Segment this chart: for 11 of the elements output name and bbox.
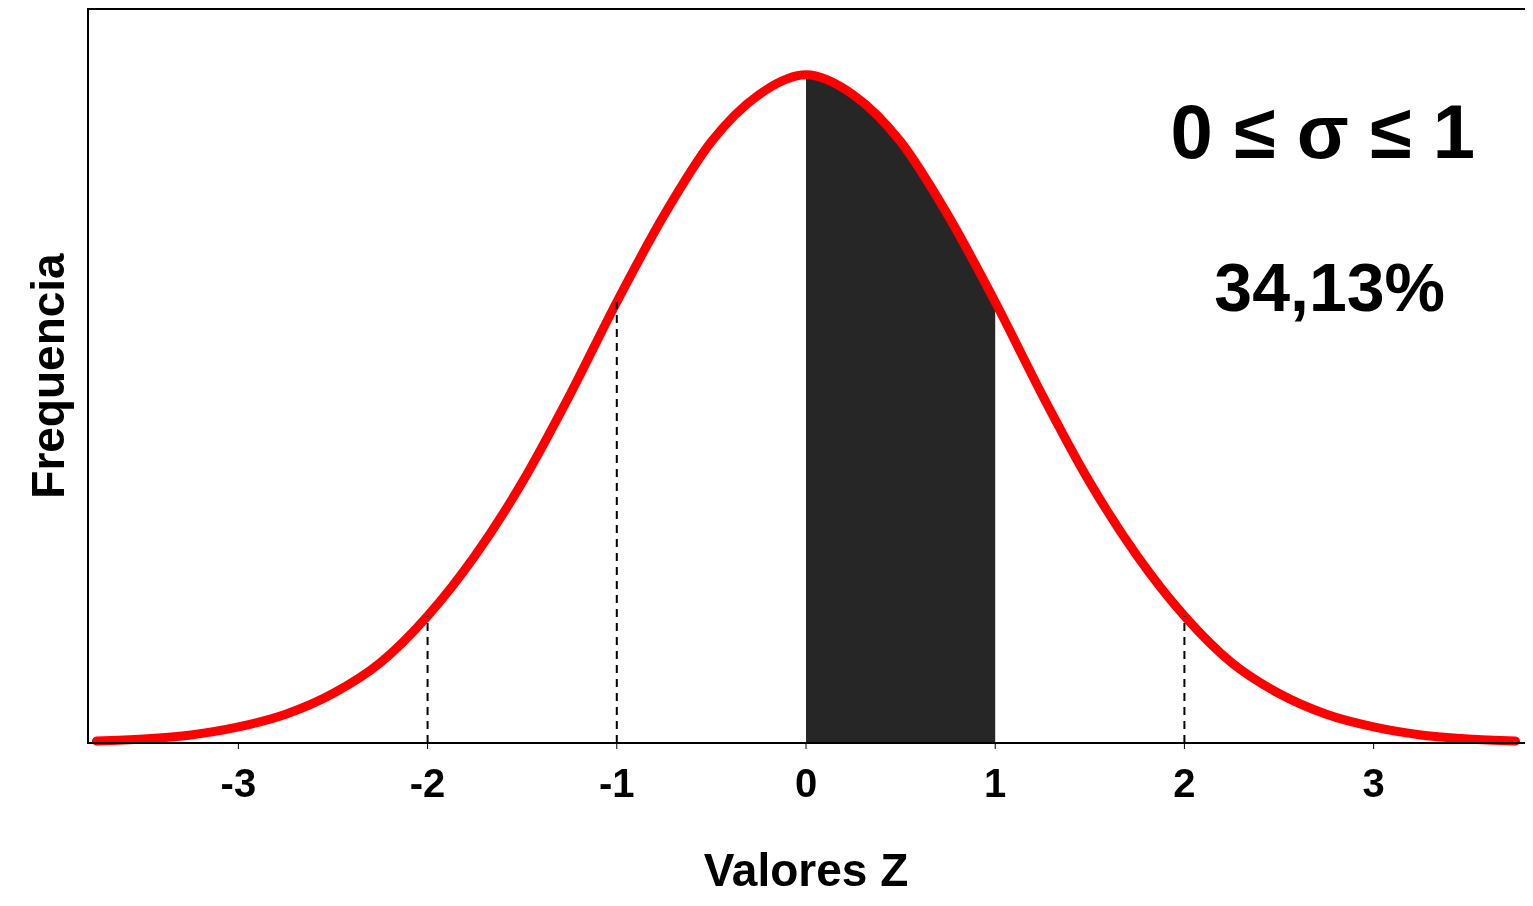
annotation: 0 ≤ σ ≤ 1 [1170,88,1475,175]
x-tick-label: 3 [1362,761,1385,806]
x-tick-label: -3 [220,761,257,806]
x-tick-label: 0 [794,761,818,806]
x-tick-label: 1 [984,761,1007,806]
y-axis-title: Frequencia [21,252,75,499]
x-tick-label: -1 [599,761,635,806]
annotation: 34,13% [1214,248,1445,326]
x-tick-label: -2 [409,761,446,806]
x-axis-title: Valores Z [703,843,909,896]
x-tick-label: 2 [1173,761,1196,806]
